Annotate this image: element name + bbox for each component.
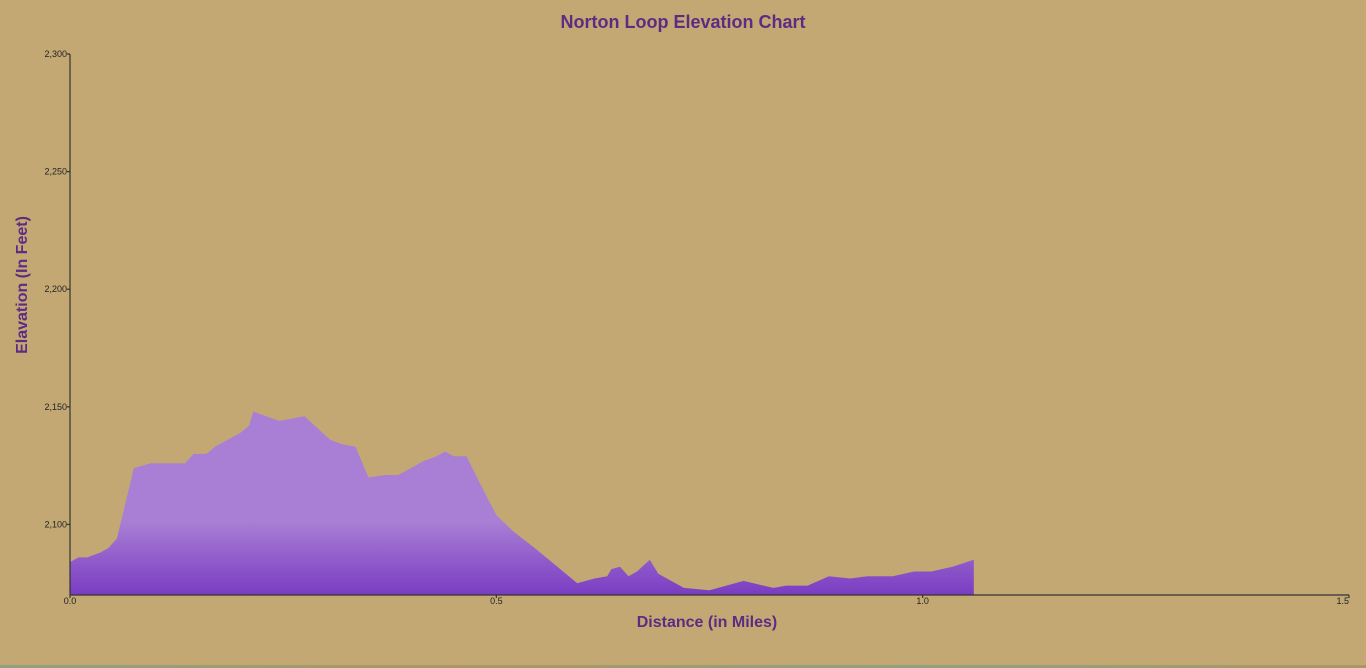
y-tick-label: 2,250 (44, 167, 67, 177)
elevation-area (70, 411, 974, 595)
y-tick-label: 2,100 (44, 519, 67, 529)
y-tick-label: 2,300 (44, 49, 67, 59)
y-tick-label: 2,150 (44, 402, 67, 412)
x-axis-ticks: 0.0 0.5 1.0 1.5 (64, 595, 1350, 606)
y-axis-label: Elavation (In Feet) (14, 216, 31, 354)
x-tick-label: 1.0 (916, 596, 929, 606)
y-axis-ticks: 2,100 2,150 2,200 2,250 2,300 (44, 49, 70, 529)
x-tick-label: 0.5 (490, 596, 503, 606)
x-tick-label: 0.0 (64, 596, 77, 606)
y-tick-label: 2,200 (44, 284, 67, 294)
x-tick-label: 1.5 (1336, 596, 1349, 606)
chart-title: Norton Loop Elevation Chart (561, 12, 806, 32)
x-axis-label: Distance (in Miles) (637, 614, 777, 631)
bottom-strip (0, 665, 1366, 668)
